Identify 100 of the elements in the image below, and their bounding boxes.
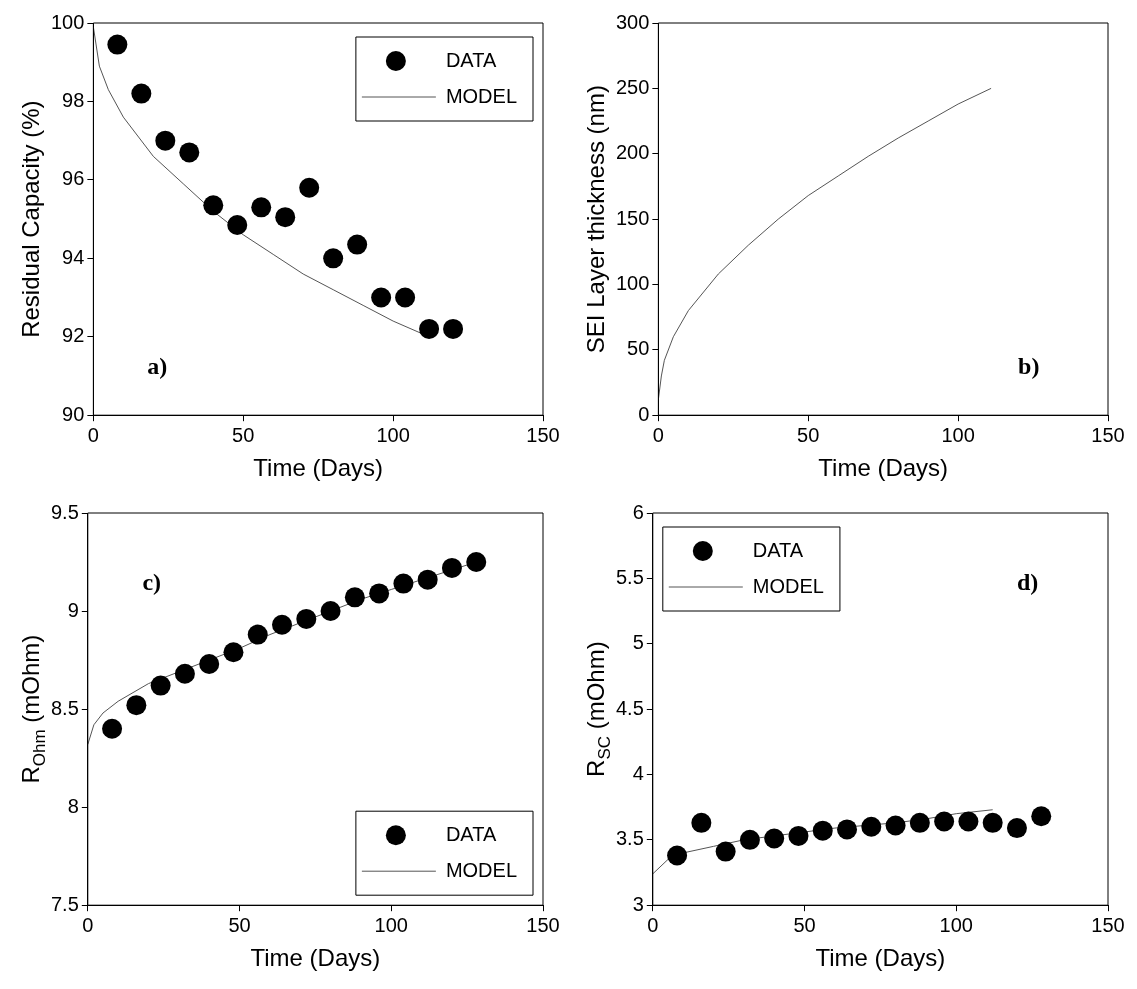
point bbox=[323, 248, 344, 269]
point bbox=[344, 587, 365, 608]
y-tick-label: 94 bbox=[62, 245, 85, 268]
y-tick-label: 3.5 bbox=[615, 827, 644, 850]
y-tick-label: 8 bbox=[67, 794, 79, 817]
y-tick-label: 0 bbox=[638, 402, 650, 425]
y-axis-title: RSC (mOhm) bbox=[581, 641, 614, 777]
point bbox=[155, 130, 176, 151]
y-axis-title: Residual Capacity (%) bbox=[16, 100, 44, 338]
point bbox=[203, 195, 224, 216]
x-tick-label: 50 bbox=[797, 423, 820, 446]
point bbox=[764, 828, 785, 849]
x-tick-label: 0 bbox=[652, 423, 664, 446]
x-tick-label: 150 bbox=[526, 423, 560, 446]
point bbox=[179, 142, 200, 163]
y-tick-label: 8.5 bbox=[50, 696, 79, 719]
point bbox=[837, 819, 858, 840]
point bbox=[223, 642, 244, 663]
point bbox=[131, 83, 152, 104]
y-tick-label: 90 bbox=[62, 402, 85, 425]
y-tick-label: 250 bbox=[615, 75, 650, 98]
point bbox=[691, 812, 712, 833]
y-tick-label: 5.5 bbox=[615, 565, 644, 588]
point bbox=[788, 825, 809, 846]
y-tick-label: 6 bbox=[632, 500, 644, 523]
legend-label: DATA bbox=[445, 48, 497, 71]
point bbox=[934, 811, 955, 832]
x-axis-title: Time (Days) bbox=[818, 454, 949, 482]
point bbox=[347, 234, 368, 255]
y-tick-label: 300 bbox=[615, 10, 650, 33]
point bbox=[251, 197, 272, 218]
y-tick-label: 98 bbox=[62, 88, 85, 111]
point bbox=[667, 845, 688, 866]
x-tick-label: 150 bbox=[526, 913, 560, 936]
x-tick-label: 100 bbox=[939, 913, 973, 936]
point bbox=[320, 601, 341, 622]
y-tick-label: 5 bbox=[632, 631, 644, 654]
legend-label: MODEL bbox=[445, 84, 517, 107]
point bbox=[861, 816, 882, 837]
y-tick-label: 200 bbox=[615, 141, 650, 164]
point bbox=[296, 608, 317, 629]
y-tick-label: 100 bbox=[615, 271, 650, 294]
point bbox=[417, 569, 438, 590]
x-axis-title: Time (Days) bbox=[815, 944, 946, 972]
annotation: c) bbox=[142, 568, 162, 595]
y-tick-label: 100 bbox=[50, 10, 85, 33]
point bbox=[812, 820, 833, 841]
point bbox=[1031, 806, 1052, 827]
point bbox=[715, 841, 736, 862]
point bbox=[443, 318, 464, 339]
x-tick-label: 150 bbox=[1091, 423, 1125, 446]
y-tick-label: 9.5 bbox=[50, 500, 79, 523]
y-axis-title: ROhm (mOhm) bbox=[16, 634, 49, 784]
point bbox=[395, 287, 416, 308]
x-tick-label: 100 bbox=[941, 423, 975, 446]
point bbox=[275, 207, 296, 228]
point bbox=[272, 614, 293, 635]
x-axis-title: Time (Days) bbox=[253, 454, 384, 482]
x-tick-label: 100 bbox=[376, 423, 410, 446]
y-tick-label: 4 bbox=[632, 761, 644, 784]
point bbox=[909, 812, 930, 833]
annotation: a) bbox=[147, 353, 168, 380]
point bbox=[1006, 818, 1027, 839]
point bbox=[393, 573, 414, 594]
y-tick-label: 4.5 bbox=[615, 696, 644, 719]
y-tick-label: 96 bbox=[62, 167, 85, 190]
point bbox=[369, 583, 390, 604]
point bbox=[199, 654, 220, 674]
x-axis-title: Time (Days) bbox=[250, 944, 381, 972]
y-axis-title: SEI Layer thickness (nm) bbox=[581, 85, 609, 354]
point bbox=[299, 177, 320, 198]
point bbox=[958, 811, 979, 832]
point bbox=[419, 318, 440, 339]
point bbox=[107, 34, 128, 55]
point bbox=[739, 829, 760, 850]
x-tick-label: 150 bbox=[1091, 913, 1125, 936]
x-tick-label: 0 bbox=[87, 423, 99, 446]
y-tick-label: 150 bbox=[615, 206, 650, 229]
x-tick-label: 100 bbox=[374, 913, 408, 936]
y-tick-label: 3 bbox=[632, 892, 644, 915]
point bbox=[982, 812, 1003, 833]
point bbox=[126, 695, 147, 716]
point bbox=[371, 287, 392, 308]
point bbox=[102, 718, 123, 739]
y-tick-label: 9 bbox=[67, 598, 79, 621]
annotation: d) bbox=[1016, 568, 1039, 595]
annotation: b) bbox=[1018, 353, 1040, 380]
point bbox=[885, 815, 906, 836]
y-tick-label: 92 bbox=[62, 324, 85, 347]
point bbox=[441, 557, 462, 578]
x-tick-label: 50 bbox=[228, 913, 251, 936]
x-tick-label: 50 bbox=[232, 423, 255, 446]
legend-label: MODEL bbox=[752, 574, 824, 597]
legend-label: DATA bbox=[445, 822, 497, 845]
legend-label: MODEL bbox=[445, 858, 517, 881]
point bbox=[466, 552, 487, 573]
point bbox=[150, 675, 171, 696]
x-tick-label: 50 bbox=[793, 913, 816, 936]
point bbox=[174, 663, 195, 684]
y-tick-label: 7.5 bbox=[50, 892, 79, 915]
